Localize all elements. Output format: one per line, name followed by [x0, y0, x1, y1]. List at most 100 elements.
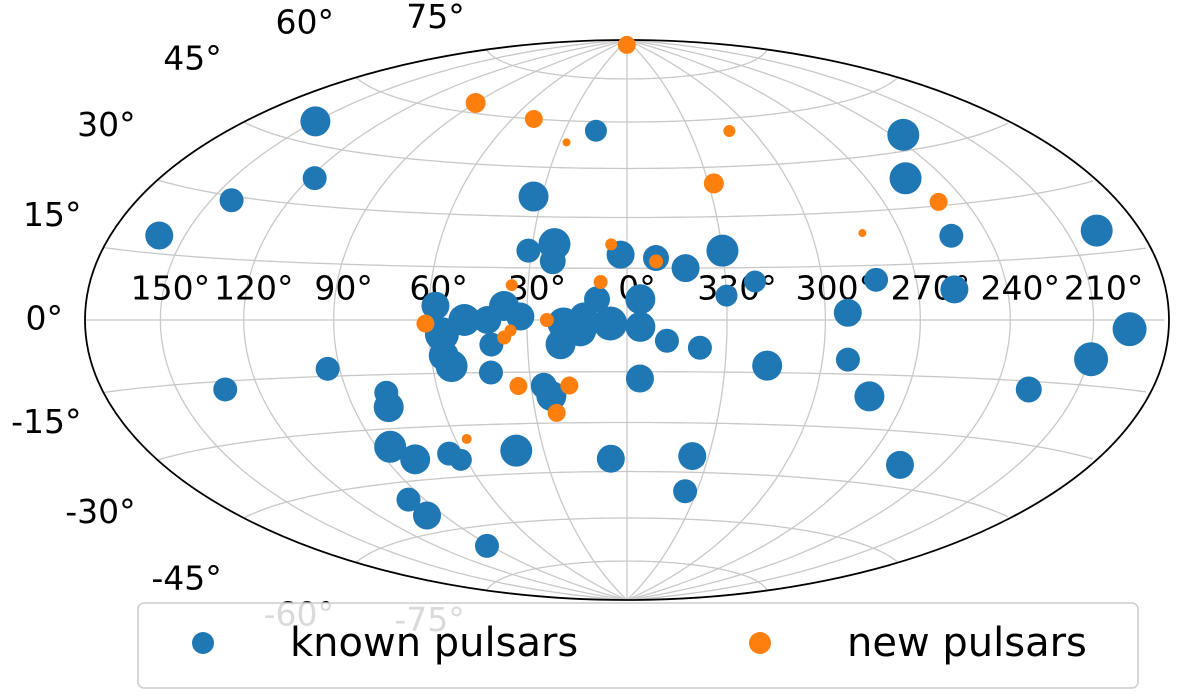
pulsar-point — [929, 192, 948, 211]
grid-line — [159, 39, 628, 601]
legend-marker — [192, 632, 214, 654]
grid-line — [103, 246, 1147, 269]
x-tick-label: 150° — [131, 269, 211, 308]
pulsar-point — [864, 267, 889, 292]
y-tick-label: 75° — [406, 0, 465, 36]
pulsar-point — [887, 118, 920, 151]
pulsar-point — [560, 376, 579, 395]
pulsar-point — [547, 307, 580, 340]
pulsar-point — [1112, 312, 1147, 347]
pulsar-point — [518, 181, 549, 212]
pulsar-point — [219, 188, 244, 213]
pulsar-point — [374, 430, 407, 463]
pulsar-point — [1080, 214, 1113, 247]
grid-line — [157, 179, 1093, 219]
pulsar-point — [478, 360, 503, 385]
pulsar-point — [584, 119, 607, 142]
pulsar-point — [461, 433, 472, 444]
pulsar-point — [671, 254, 700, 283]
pulsar-point — [509, 377, 528, 396]
pulsar-point — [315, 356, 340, 381]
pulsar-point — [473, 306, 502, 334]
x-tick-label: 240° — [981, 269, 1061, 308]
pulsar-point — [715, 284, 738, 307]
pulsar-point — [605, 238, 618, 251]
y-tick-label: 15° — [23, 195, 82, 234]
pulsar-point — [885, 450, 914, 479]
pulsar-point — [302, 166, 327, 191]
y-tick-label: 0° — [26, 299, 64, 338]
pulsar-point — [474, 533, 499, 558]
pulsar-point — [649, 254, 664, 269]
pulsar-point — [833, 298, 862, 327]
pulsar-point — [939, 223, 964, 248]
pulsar-point — [854, 381, 885, 412]
pulsar-point — [858, 229, 867, 238]
pulsar-point — [373, 392, 404, 423]
pulsar-point — [1015, 376, 1042, 403]
grid-line — [243, 39, 628, 601]
pulsar-point — [500, 434, 533, 467]
legend-label: new pulsars — [847, 620, 1087, 666]
legend-marker — [749, 632, 771, 654]
pulsar-point — [723, 125, 736, 138]
y-tick-label: -15° — [11, 402, 81, 441]
pulsar-point — [673, 479, 698, 504]
pulsar-point — [752, 350, 783, 381]
pulsar-point — [506, 302, 535, 331]
x-tick-label: 330° — [697, 269, 777, 308]
pulsar-point — [593, 306, 628, 341]
pulsar-point — [449, 448, 472, 471]
pulsar-point — [625, 364, 654, 393]
pulsar-point — [889, 162, 922, 195]
pulsar-point — [400, 444, 431, 475]
grid-line — [626, 39, 921, 601]
pulsar-point — [687, 335, 712, 360]
pulsar-point — [539, 248, 566, 275]
pulsar-point — [547, 403, 566, 422]
grid-line — [626, 39, 728, 601]
pulsar-point — [743, 270, 766, 293]
pulsar-point — [435, 350, 468, 383]
grid-line — [157, 421, 1093, 461]
pulsar-point — [593, 275, 608, 290]
y-tick-label: 45° — [163, 39, 222, 78]
pulsar-point — [145, 221, 174, 250]
pulsar-point — [416, 314, 435, 333]
legend-box — [137, 602, 1139, 689]
pulsar-point — [213, 377, 238, 402]
grid-line — [243, 470, 1009, 519]
pulsar-point — [516, 238, 541, 263]
pulsar-point — [625, 284, 656, 315]
pulsar-point — [706, 234, 739, 267]
y-tick-label: 60° — [276, 2, 335, 41]
pulsar-point — [497, 330, 512, 345]
x-tick-label: 210° — [1064, 269, 1144, 308]
grid-line — [626, 39, 1011, 601]
points — [145, 35, 1147, 558]
pulsar-point — [596, 444, 625, 473]
pulsar-point — [465, 92, 486, 113]
legend-label: known pulsars — [290, 620, 578, 666]
pulsar-point — [625, 311, 656, 342]
grid-line — [333, 39, 628, 601]
pulsar-point — [940, 275, 969, 304]
pulsar-point — [300, 106, 331, 137]
pulsar-point — [703, 173, 724, 194]
pulsar-point — [505, 279, 518, 292]
pulsar-point — [413, 501, 442, 530]
grid-line — [103, 371, 1147, 394]
pulsar-point — [524, 109, 543, 128]
pulsar-point — [617, 35, 636, 54]
pulsar-point — [835, 347, 860, 372]
pulsar-point — [396, 487, 421, 512]
y-tick-label: -45° — [151, 558, 221, 597]
y-tick-label: 30° — [77, 105, 136, 144]
pulsar-point — [539, 313, 554, 327]
grid-line — [626, 39, 1095, 601]
pulsar-point — [678, 442, 707, 471]
pulsar-point — [421, 291, 450, 320]
pulsar-point — [536, 380, 567, 411]
